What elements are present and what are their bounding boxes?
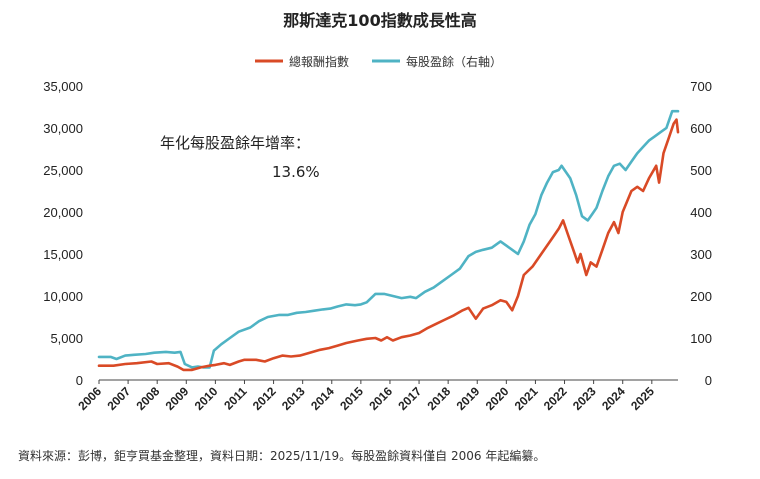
right-tick-label: 600: [690, 121, 712, 136]
x-tick-label: 2016: [366, 384, 395, 413]
left-tick-label: 25,000: [43, 163, 83, 178]
right-tick-label: 200: [690, 289, 712, 304]
x-tick-label: 2025: [628, 384, 657, 413]
x-tick-label: 2011: [221, 384, 250, 413]
right-axis: 0 100 200 300 400 500 600 700: [690, 79, 712, 388]
source-note: 資料來源：彭博，鉅亨買基金整理，資料日期：2025/11/19。每股盈餘資料僅自…: [18, 448, 545, 463]
x-tick-label: 2013: [279, 384, 308, 413]
right-tick-label: 300: [690, 247, 712, 262]
x-tick-label: 2009: [163, 384, 192, 413]
left-tick-label: 30,000: [43, 121, 83, 136]
left-tick-label: 20,000: [43, 205, 83, 220]
series-layer: [97, 109, 680, 372]
x-tick-label: 2024: [599, 384, 628, 413]
x-axis: 2006 2007 2008 2009 2010 2011 2012 2013 2014 2015…: [75, 380, 657, 413]
x-tick-label: 2017: [395, 384, 424, 413]
left-tick-label: 15,000: [43, 247, 83, 262]
x-tick-label: 2018: [424, 384, 453, 413]
chart-title: 那斯達克100指數成長性高: [283, 11, 476, 30]
x-tick-label: 2010: [192, 384, 221, 413]
right-tick-label: 100: [690, 331, 712, 346]
x-tick-label: 2023: [570, 384, 599, 413]
x-tick-label: 2007: [104, 384, 133, 413]
legend-label-total-return: 總報酬指數: [289, 54, 349, 69]
left-tick-label: 5,000: [50, 331, 83, 346]
x-tick-label: 2020: [483, 384, 512, 413]
annotation-label: 年化每股盈餘年增率：: [160, 134, 310, 152]
series-line-total-return: [97, 118, 680, 372]
x-tick-label: 2019: [454, 384, 483, 413]
legend-item-eps: 每股盈餘（右軸）: [372, 54, 502, 69]
left-axis: 0 5,000 10,000 15,000 20,000 25,000 30,000 35,0…: [43, 79, 83, 388]
left-tick-label: 10,000: [43, 289, 83, 304]
left-tick-label: 0: [76, 373, 83, 388]
x-tick-label: 2014: [308, 384, 337, 413]
right-tick-label: 400: [690, 205, 712, 220]
right-tick-label: 0: [705, 373, 712, 388]
legend-item-total-return: 總報酬指數: [255, 54, 349, 69]
x-tick-label: 2012: [250, 384, 279, 413]
x-tick-label: 2021: [512, 384, 541, 413]
left-tick-label: 35,000: [43, 79, 83, 94]
right-tick-label: 700: [690, 79, 712, 94]
legend: 總報酬指數 每股盈餘（右軸）: [255, 54, 502, 69]
x-tick-label: 2008: [134, 384, 163, 413]
x-tick-label: 2006: [75, 384, 104, 413]
right-tick-label: 500: [690, 163, 712, 178]
legend-label-eps: 每股盈餘（右軸）: [406, 54, 502, 69]
x-tick-label: 2022: [541, 384, 570, 413]
x-tick-label: 2015: [337, 384, 366, 413]
annotation-value: 13.6%: [272, 163, 320, 181]
